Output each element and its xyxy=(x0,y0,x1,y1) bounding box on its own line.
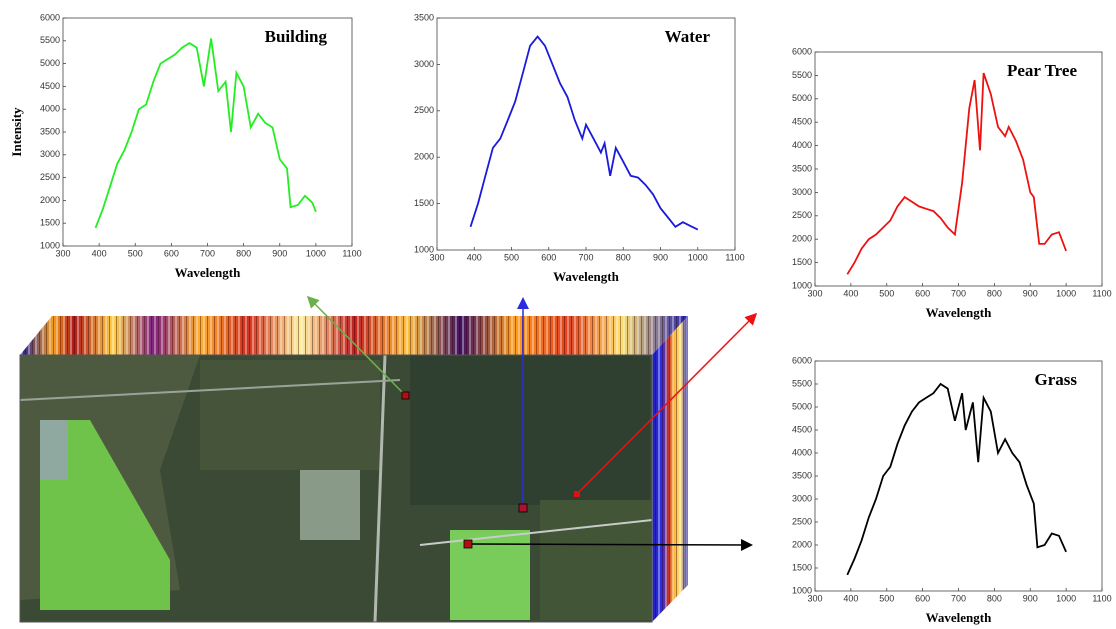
y-tick-label: 1000 xyxy=(414,244,434,254)
x-tick-label: 800 xyxy=(236,248,251,258)
x-tick-label: 1100 xyxy=(1092,593,1111,603)
y-tick-label: 5500 xyxy=(792,70,812,80)
x-tick-label: 1100 xyxy=(725,252,744,262)
x-tick-label: 500 xyxy=(879,288,894,298)
y-tick-label: 1000 xyxy=(792,280,812,290)
x-tick-label: 800 xyxy=(987,288,1002,298)
y-tick-label: 3000 xyxy=(792,493,812,503)
spectrum-line xyxy=(846,382,1067,576)
y-tick-label: 1500 xyxy=(414,198,434,208)
x-tick-label: 900 xyxy=(653,252,668,262)
x-axis-label: Wavelength xyxy=(926,610,992,625)
y-tick-label: 5500 xyxy=(792,378,812,388)
y-tick-label: 2500 xyxy=(414,105,434,115)
plot-frame xyxy=(814,360,1103,592)
x-tick-label: 1100 xyxy=(342,248,361,258)
y-tick-label: 3500 xyxy=(414,12,434,22)
x-tick-label: 700 xyxy=(951,288,966,298)
spectrum-line xyxy=(469,35,699,231)
plot-frame xyxy=(436,17,736,251)
x-tick-label: 500 xyxy=(128,248,143,258)
x-axis-label: Wavelength xyxy=(175,265,241,280)
y-tick-label: 5000 xyxy=(792,93,812,103)
arrows xyxy=(306,295,758,551)
x-tick-label: 1000 xyxy=(1056,593,1076,603)
x-tick-label: 300 xyxy=(807,593,822,603)
y-tick-label: 3500 xyxy=(792,163,812,173)
y-tick-label: 6000 xyxy=(792,355,812,365)
x-tick-label: 900 xyxy=(1023,288,1038,298)
y-tick-label: 6000 xyxy=(40,12,60,22)
chart-title: Water xyxy=(665,27,711,46)
x-tick-label: 1000 xyxy=(688,252,708,262)
x-axis-label: Wavelength xyxy=(553,269,619,284)
y-tick-label: 2500 xyxy=(792,516,812,526)
x-tick-label: 1000 xyxy=(306,248,326,258)
data-cube xyxy=(19,316,688,623)
x-tick-label: 500 xyxy=(504,252,519,262)
plot-frame xyxy=(62,17,353,247)
x-axis-label: Wavelength xyxy=(926,305,992,320)
x-tick-label: 300 xyxy=(429,252,444,262)
y-tick-label: 4500 xyxy=(40,81,60,91)
x-tick-label: 400 xyxy=(843,288,858,298)
y-tick-label: 1000 xyxy=(40,240,60,250)
x-tick-label: 300 xyxy=(807,288,822,298)
x-tick-label: 400 xyxy=(467,252,482,262)
y-tick-label: 2000 xyxy=(40,195,60,205)
y-tick-label: 3500 xyxy=(40,126,60,136)
y-tick-label: 4000 xyxy=(792,447,812,457)
y-tick-label: 3000 xyxy=(40,149,60,159)
x-tick-label: 300 xyxy=(55,248,70,258)
y-tick-label: 4500 xyxy=(792,424,812,434)
y-tick-label: 4000 xyxy=(792,140,812,150)
y-tick-label: 2000 xyxy=(414,152,434,162)
x-tick-label: 900 xyxy=(1023,593,1038,603)
x-tick-label: 600 xyxy=(915,593,930,603)
x-tick-label: 400 xyxy=(843,593,858,603)
plot-frame xyxy=(814,51,1103,287)
y-tick-label: 5000 xyxy=(792,401,812,411)
y-tick-label: 3000 xyxy=(792,187,812,197)
chart-title: Grass xyxy=(1035,370,1078,389)
y-tick-label: 2500 xyxy=(40,172,60,182)
x-tick-label: 400 xyxy=(92,248,107,258)
y-tick-label: 4000 xyxy=(40,104,60,114)
x-tick-label: 1000 xyxy=(1056,288,1076,298)
x-tick-label: 1100 xyxy=(1092,288,1111,298)
x-tick-label: 600 xyxy=(164,248,179,258)
x-tick-label: 900 xyxy=(272,248,287,258)
y-tick-label: 3000 xyxy=(414,59,434,69)
chart-title: Pear Tree xyxy=(1007,61,1077,80)
y-tick-label: 3500 xyxy=(792,470,812,480)
spectrum-line xyxy=(94,38,317,229)
y-tick-label: 1500 xyxy=(40,218,60,228)
y-axis-label: Intensity xyxy=(9,107,24,157)
x-tick-label: 600 xyxy=(915,288,930,298)
chart-title: Building xyxy=(265,27,328,46)
y-tick-label: 4500 xyxy=(792,117,812,127)
y-tick-label: 1500 xyxy=(792,562,812,572)
spectrum-line xyxy=(846,72,1067,275)
y-tick-label: 2000 xyxy=(792,539,812,549)
x-tick-label: 700 xyxy=(200,248,215,258)
x-tick-label: 500 xyxy=(879,593,894,603)
x-tick-label: 800 xyxy=(987,593,1002,603)
x-tick-label: 600 xyxy=(541,252,556,262)
y-tick-label: 6000 xyxy=(792,46,812,56)
y-tick-label: 2000 xyxy=(792,234,812,244)
y-tick-label: 5500 xyxy=(40,35,60,45)
y-tick-label: 2500 xyxy=(792,210,812,220)
x-tick-label: 700 xyxy=(951,593,966,603)
x-tick-label: 800 xyxy=(616,252,631,262)
y-tick-label: 1000 xyxy=(792,585,812,595)
y-tick-label: 5000 xyxy=(40,58,60,68)
y-tick-label: 1500 xyxy=(792,257,812,267)
x-tick-label: 700 xyxy=(578,252,593,262)
